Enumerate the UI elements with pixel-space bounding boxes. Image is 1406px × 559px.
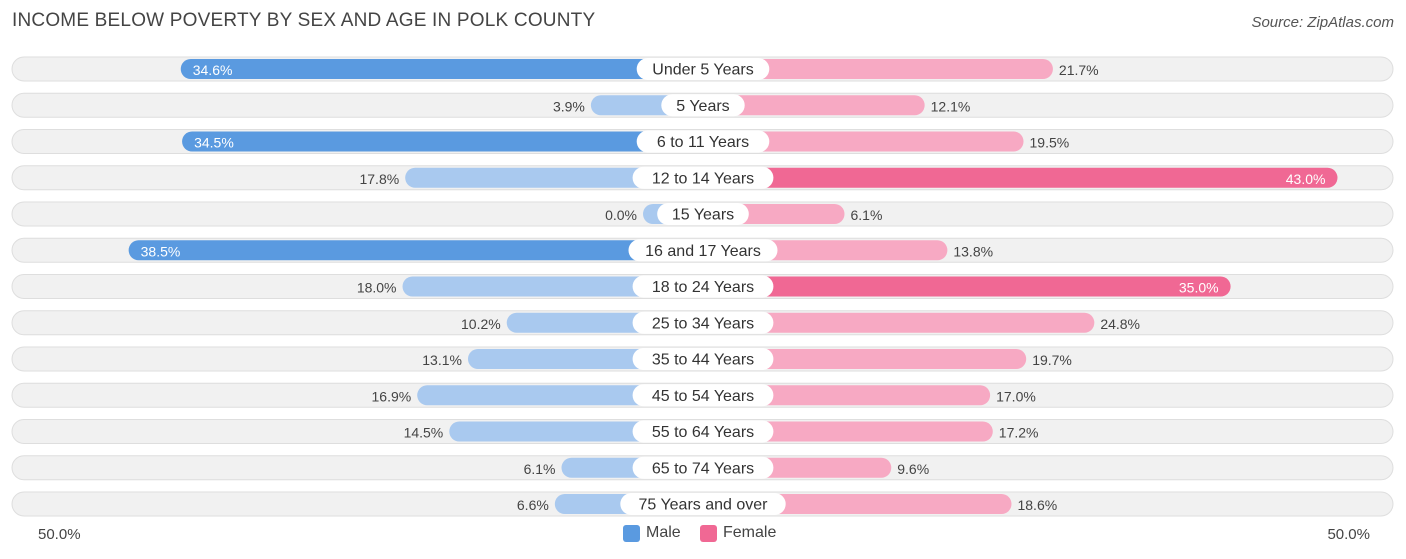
category-pill bbox=[628, 239, 778, 262]
male-value-label: 6.6% bbox=[517, 497, 549, 513]
female-value-label: 19.7% bbox=[1032, 352, 1072, 368]
category-pill bbox=[636, 130, 770, 153]
female-value-label: 12.1% bbox=[931, 98, 971, 114]
category-label: 45 to 54 Years bbox=[652, 388, 754, 405]
male-value-label: 14.5% bbox=[404, 425, 444, 441]
male-value-label: 3.9% bbox=[553, 98, 585, 114]
category-label: 6 to 11 Years bbox=[657, 134, 749, 151]
female-bar bbox=[703, 59, 1053, 79]
category-label: 16 and 17 Years bbox=[645, 243, 761, 260]
female-value-label: 13.8% bbox=[953, 243, 993, 259]
axis-right-label: 50.0% bbox=[1327, 526, 1370, 543]
category-pill bbox=[636, 58, 770, 80]
male-bar bbox=[128, 240, 703, 261]
chart-area: Under 5 Years 34.6% 21.7% 5 Years 3.9% 12.1% 6… bbox=[11, 56, 1394, 517]
source-label: Source: ZipAtlas.com bbox=[1251, 14, 1394, 31]
female-value-label: 21.7% bbox=[1059, 62, 1099, 78]
legend-male-label: Male bbox=[646, 524, 681, 541]
female-bar bbox=[703, 385, 991, 406]
legend-female-label: Female bbox=[723, 524, 777, 541]
female-bar bbox=[703, 276, 1231, 297]
male-value-label: 34.5% bbox=[194, 135, 234, 151]
male-value-label: 10.2% bbox=[461, 316, 501, 332]
female-bar bbox=[703, 131, 1024, 152]
female-value-label: 9.6% bbox=[897, 461, 929, 477]
axis-left-label: 50.0% bbox=[38, 526, 81, 543]
category-pill bbox=[657, 203, 749, 225]
category-pill bbox=[632, 420, 774, 443]
female-bar bbox=[703, 312, 1095, 333]
category-label: 12 to 14 Years bbox=[652, 170, 754, 187]
category-pill bbox=[632, 384, 774, 407]
male-value-label: 17.8% bbox=[359, 171, 399, 187]
female-value-label: 17.2% bbox=[999, 425, 1039, 441]
male-value-label: 16.9% bbox=[372, 388, 412, 404]
category-pill bbox=[632, 456, 774, 479]
category-label: 25 to 34 Years bbox=[652, 315, 754, 332]
category-pill bbox=[632, 166, 774, 189]
category-pill bbox=[632, 311, 774, 334]
male-bar bbox=[405, 167, 703, 188]
female-bar bbox=[703, 95, 925, 116]
legend: Male Female bbox=[0, 524, 1406, 546]
female-value-label: 6.1% bbox=[850, 207, 882, 223]
male-bar bbox=[402, 276, 703, 297]
male-bar bbox=[417, 385, 703, 406]
category-label: 15 Years bbox=[672, 207, 734, 224]
female-value-label: 18.6% bbox=[1017, 497, 1057, 513]
legend-item-male[interactable]: Male bbox=[623, 524, 681, 542]
male-value-label: 34.6% bbox=[193, 62, 233, 78]
female-value-label: 35.0% bbox=[1179, 280, 1219, 296]
female-value-label: 24.8% bbox=[1100, 316, 1140, 332]
female-bar bbox=[703, 349, 1027, 369]
female-swatch bbox=[700, 524, 717, 542]
category-label: 35 to 44 Years bbox=[652, 352, 754, 369]
female-value-label: 43.0% bbox=[1286, 171, 1326, 187]
category-pill bbox=[620, 493, 786, 515]
category-label: Under 5 Years bbox=[652, 62, 753, 79]
category-label: 5 Years bbox=[676, 98, 729, 115]
male-swatch bbox=[623, 524, 640, 542]
male-value-label: 0.0% bbox=[605, 207, 637, 223]
category-label: 75 Years and over bbox=[639, 497, 769, 514]
male-value-label: 6.1% bbox=[524, 461, 556, 477]
category-pill bbox=[632, 348, 774, 370]
category-pill bbox=[632, 275, 774, 298]
male-value-label: 18.0% bbox=[357, 280, 397, 296]
female-bar bbox=[703, 167, 1338, 188]
category-label: 18 to 24 Years bbox=[652, 279, 754, 296]
female-value-label: 19.5% bbox=[1030, 135, 1070, 151]
female-bar bbox=[703, 421, 993, 442]
legend-item-female[interactable]: Female bbox=[700, 524, 776, 542]
male-value-label: 38.5% bbox=[141, 243, 181, 259]
male-bar bbox=[182, 131, 703, 152]
chart-title: INCOME BELOW POVERTY BY SEX AND AGE IN P… bbox=[12, 10, 596, 31]
category-label: 65 to 74 Years bbox=[652, 460, 754, 477]
female-value-label: 17.0% bbox=[996, 388, 1036, 404]
category-label: 55 to 64 Years bbox=[652, 424, 754, 441]
category-pill bbox=[661, 94, 745, 117]
male-bar bbox=[180, 59, 703, 79]
male-value-label: 13.1% bbox=[422, 352, 462, 368]
